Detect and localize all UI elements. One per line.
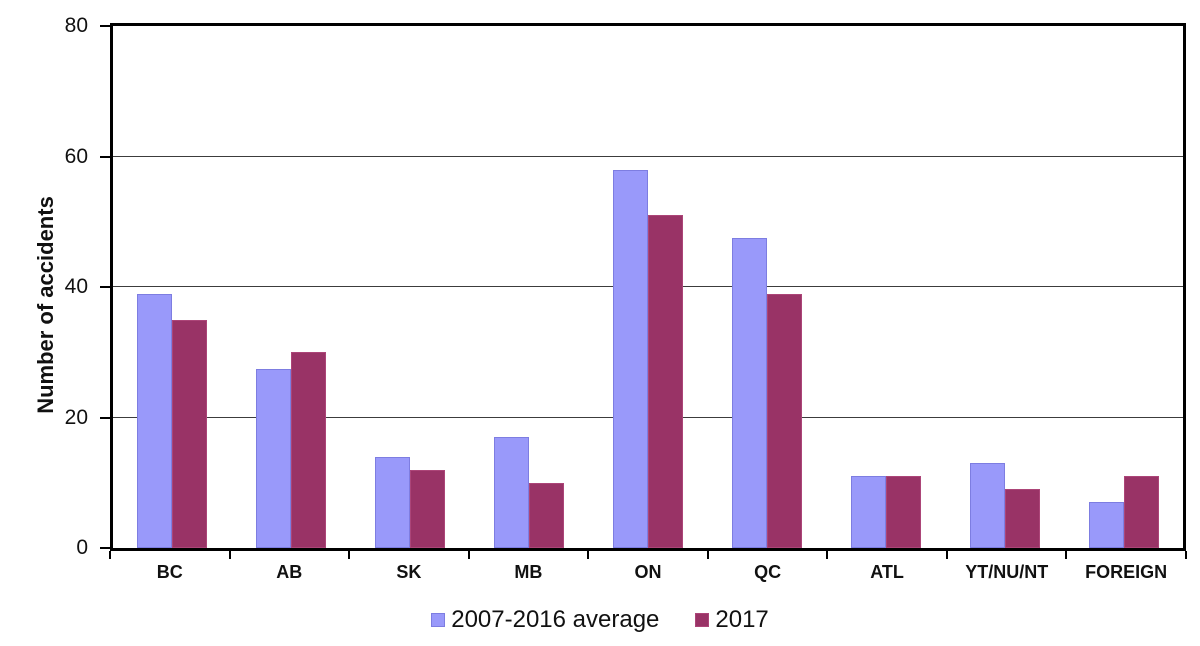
bar-bc-2017	[172, 319, 208, 548]
bar-sk-2007-2016-average	[375, 456, 411, 548]
x-axis-label-qc: QC	[754, 562, 782, 582]
bar-group-mb	[470, 26, 589, 548]
x-axis-label-yt-nu-nt: YT/NU/NT	[965, 562, 1049, 582]
x-axis-label-on: ON	[634, 562, 662, 582]
legend-label: 2007-2016 average	[451, 606, 660, 633]
x-axis-label-atl: ATL	[870, 562, 904, 582]
legend-swatch-icon	[431, 613, 446, 627]
bar-sk-2017	[410, 469, 446, 548]
x-axis-label-bc: BC	[156, 562, 183, 582]
x-axis-tick	[109, 551, 111, 559]
bar-group-bc	[113, 26, 232, 548]
x-axis-label-sk: SK	[396, 562, 422, 582]
y-axis-tick-label-40: 40	[64, 275, 88, 298]
x-axis-tick	[467, 551, 470, 559]
bar-foreign-2007-2016-average	[1088, 502, 1124, 548]
bar-group-yt-nu-nt	[945, 26, 1064, 548]
bar-ab-2017	[291, 352, 327, 548]
y-axis-tick-label-60: 60	[64, 144, 88, 168]
legend-label: 2017	[715, 606, 769, 633]
y-axis-tick-label-80: 80	[64, 14, 88, 37]
bar-atl-2007-2016-average	[850, 476, 886, 548]
bar-ab-2007-2016-average	[256, 368, 292, 548]
bar-qc-2007-2016-average	[731, 238, 767, 548]
y-axis-tick	[100, 416, 110, 419]
bar-group-ab	[232, 26, 351, 548]
bar-group-atl	[826, 26, 945, 548]
x-axis-tick	[826, 551, 829, 559]
bar-groups	[113, 26, 1183, 548]
x-axis-tick	[587, 551, 590, 559]
bar-on-2017	[648, 215, 683, 548]
y-axis-tick	[100, 155, 110, 158]
y-axis-tick-label-20: 20	[64, 405, 88, 429]
bar-mb-2017	[529, 482, 565, 548]
bar-mb-2007-2016-average	[494, 437, 530, 548]
bar-yt-nu-nt-2007-2016-average	[969, 463, 1005, 548]
x-axis-tick	[945, 551, 948, 559]
bar-group-on	[589, 26, 708, 548]
legend: 2007-2016 average 2017	[0, 606, 1200, 634]
y-axis-tick	[100, 547, 110, 549]
bar-group-qc	[707, 26, 826, 548]
bar-yt-nu-nt-2017	[1004, 489, 1040, 548]
bar-foreign-2017	[1123, 476, 1159, 548]
y-axis-title: Number of accidents	[33, 196, 58, 414]
bar-on-2007-2016-average	[613, 169, 648, 548]
x-axis-tick	[706, 551, 709, 559]
bar-group-sk	[351, 26, 470, 548]
plot-area	[110, 23, 1186, 551]
legend-swatch-icon	[695, 613, 710, 627]
gridline-60	[113, 155, 1183, 157]
bar-qc-2017	[766, 293, 802, 548]
x-axis-label-ab: AB	[276, 562, 303, 582]
y-axis-tick	[100, 286, 110, 288]
x-axis-tick	[1185, 551, 1187, 559]
y-axis-tick	[100, 25, 110, 27]
legend-item-2017: 2017	[695, 606, 769, 634]
x-axis-tick	[228, 551, 231, 559]
bar-bc-2007-2016-average	[137, 293, 173, 548]
bar-atl-2017	[885, 476, 921, 548]
x-axis-tick	[348, 551, 351, 559]
y-axis-tick-label-0: 0	[76, 536, 88, 559]
x-axis-label-mb: MB	[514, 562, 543, 582]
legend-item-2007-2016-average: 2007-2016 average	[431, 606, 659, 634]
x-axis-tick	[1065, 551, 1068, 559]
bar-group-foreign	[1064, 26, 1183, 548]
x-axis-label-foreign: FOREIGN	[1085, 562, 1168, 582]
